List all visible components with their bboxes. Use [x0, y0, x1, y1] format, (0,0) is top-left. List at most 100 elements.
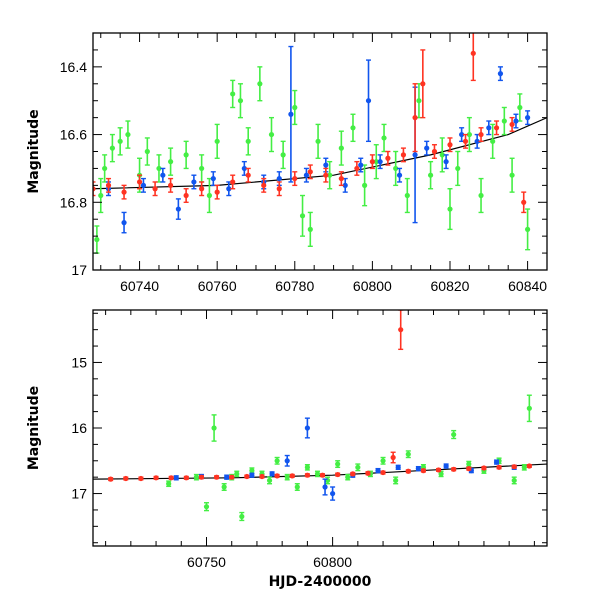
data-point	[123, 475, 129, 482]
data-point	[193, 474, 200, 480]
y-tick-label: 17	[71, 262, 87, 278]
data-point	[415, 466, 421, 472]
y-tick-label: 16.6	[60, 127, 87, 143]
model-line	[93, 117, 547, 190]
data-point	[168, 159, 174, 165]
data-point	[400, 152, 407, 158]
data-point	[274, 473, 280, 479]
data-point	[486, 125, 492, 131]
data-point	[412, 152, 418, 158]
data-point	[524, 115, 531, 121]
data-point	[420, 81, 426, 87]
y-axis-label: Magnitude	[26, 386, 42, 470]
data-point	[424, 145, 430, 151]
y-tick-label: 15	[71, 354, 87, 370]
data-point	[234, 471, 240, 477]
data-point	[183, 152, 189, 158]
data-point	[288, 111, 294, 117]
x-tick-label: 60840	[508, 278, 547, 294]
data-point	[373, 159, 379, 165]
data-point	[396, 172, 403, 178]
data-point	[377, 159, 383, 165]
data-point	[405, 451, 411, 457]
data-point	[249, 468, 255, 474]
data-point	[203, 504, 210, 510]
data-point	[511, 477, 517, 484]
data-point	[259, 473, 265, 480]
data-point	[198, 474, 205, 480]
data-point	[447, 142, 453, 148]
data-point	[493, 459, 500, 465]
data-point	[521, 199, 527, 205]
data-point	[109, 145, 116, 151]
plot-area	[93, 33, 547, 254]
data-point	[226, 186, 232, 192]
data-point	[517, 104, 523, 111]
data-point	[493, 125, 500, 131]
data-point	[125, 131, 131, 138]
data-point	[455, 165, 461, 172]
data-point	[138, 475, 144, 482]
x-tick-label: 60800	[353, 278, 392, 294]
data-point	[322, 484, 328, 490]
data-point	[274, 458, 280, 464]
series-green	[94, 66, 531, 254]
data-point	[214, 189, 220, 195]
data-point	[214, 138, 220, 144]
data-point	[355, 464, 361, 470]
data-point	[211, 425, 217, 431]
data-point	[284, 474, 290, 480]
data-point	[380, 469, 386, 476]
data-point	[117, 138, 123, 144]
x-axis-label: HJD-2400000	[269, 574, 372, 590]
data-point	[276, 186, 282, 192]
data-point	[524, 226, 531, 232]
data-point	[280, 152, 286, 158]
data-point	[206, 192, 213, 199]
data-point	[229, 474, 235, 480]
plot-frame	[92, 309, 548, 547]
series-green	[166, 394, 532, 522]
data-point	[299, 213, 306, 219]
data-point	[213, 474, 220, 480]
model-line	[93, 463, 547, 480]
data-point	[191, 179, 197, 185]
data-point	[183, 475, 189, 481]
data-point	[427, 172, 434, 178]
data-point	[266, 477, 273, 484]
data-point	[210, 175, 216, 182]
data-point	[98, 192, 104, 199]
data-point	[412, 115, 418, 121]
data-point	[289, 473, 295, 479]
data-point	[199, 165, 205, 172]
data-point	[224, 474, 230, 480]
data-point	[257, 81, 263, 87]
data-point	[156, 165, 162, 172]
data-point	[497, 71, 504, 77]
x-tick-label: 60750	[187, 554, 226, 570]
data-point	[521, 464, 527, 470]
data-point	[354, 165, 360, 172]
data-point	[314, 471, 321, 477]
data-point	[121, 189, 127, 195]
series-red	[93, 33, 527, 214]
data-point	[513, 118, 519, 124]
x-tick-label: 60780	[275, 278, 314, 294]
data-point	[380, 458, 386, 464]
data-point	[323, 162, 329, 168]
data-point	[526, 405, 532, 411]
data-point	[490, 138, 496, 144]
data-point	[365, 470, 371, 476]
data-point	[398, 327, 404, 333]
data-point	[511, 464, 517, 470]
data-point	[350, 125, 356, 131]
data-point	[447, 206, 453, 212]
data-point	[438, 471, 444, 477]
data-point	[420, 468, 427, 474]
data-point	[303, 172, 310, 178]
x-tick-label: 60740	[120, 278, 159, 294]
data-point	[292, 175, 298, 182]
data-point	[323, 172, 329, 178]
y-tick-label: 16.4	[60, 59, 87, 75]
